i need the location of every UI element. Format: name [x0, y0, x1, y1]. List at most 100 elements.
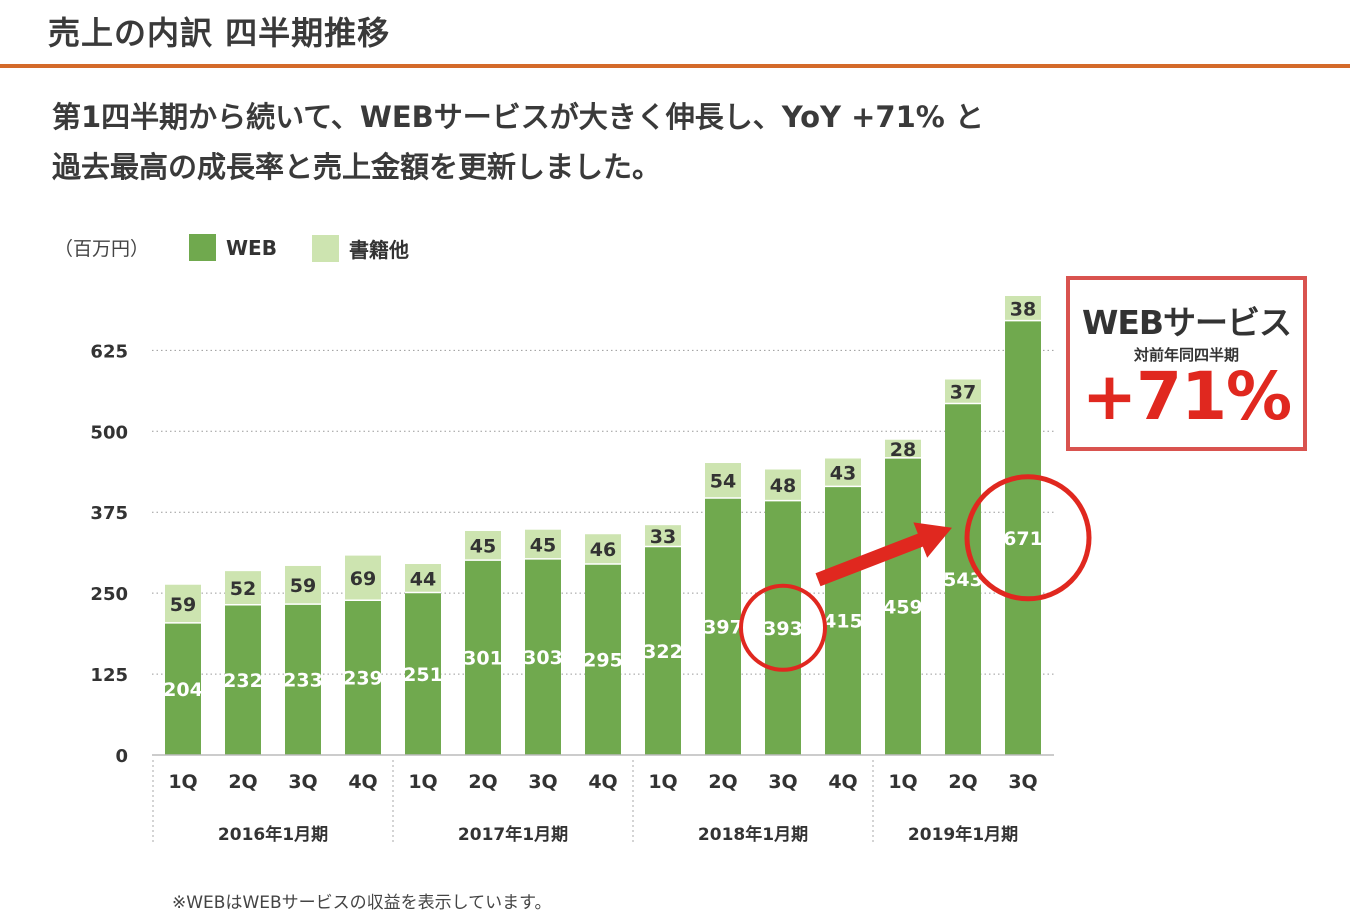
highlight-circle-2018-3q — [739, 583, 827, 672]
highlight-circle-2019-3q — [964, 474, 1092, 602]
data-label-web: 322 — [643, 641, 683, 663]
growth-arrow — [815, 522, 952, 587]
x-tick-label: 3Q — [288, 771, 317, 793]
headline: 第1四半期から続いて、WEBサービスが大きく伸長し、YoY +71% と 過去最… — [52, 92, 984, 192]
bar-books — [465, 531, 501, 561]
legend-label-books: 書籍他 — [349, 238, 409, 262]
y-tick-label: 500 — [90, 422, 128, 443]
bar-web — [585, 564, 621, 755]
x-tick-label: 1Q — [408, 771, 437, 793]
bar-web — [225, 604, 261, 755]
data-label-web: 239 — [343, 668, 383, 690]
bar-books — [1005, 296, 1041, 321]
bar-web — [165, 622, 201, 755]
yoy-callout-box: WEBサービス 対前年同四半期 +71% — [1066, 276, 1307, 451]
data-label-books: 38 — [1010, 298, 1036, 320]
legend-item-books: 書籍他 — [312, 234, 409, 263]
x-tick-label: 2Q — [228, 771, 257, 793]
x-tick-label: 4Q — [588, 771, 617, 793]
data-label-books: 48 — [770, 475, 796, 497]
data-label-books: 52 — [230, 578, 256, 600]
data-label-books: 28 — [890, 439, 916, 461]
y-tick-label: 125 — [90, 665, 128, 686]
x-tick-label: 4Q — [348, 771, 377, 793]
data-label-books: 46 — [590, 539, 616, 561]
bar-books — [885, 439, 921, 458]
y-tick-label: 250 — [90, 584, 128, 605]
x-tick-label: 2Q — [468, 771, 497, 793]
legend-swatch-web — [189, 234, 216, 261]
data-label-web: 204 — [163, 679, 203, 701]
bar-books — [645, 525, 681, 547]
bar-books — [345, 555, 381, 601]
headline-line-2: 過去最高の成長率と売上金額を更新しました。 — [52, 150, 662, 184]
y-tick-label: 375 — [90, 503, 128, 524]
data-label-books: 45 — [470, 536, 496, 558]
bar-books — [225, 571, 261, 605]
data-label-web: 303 — [523, 647, 563, 669]
x-tick-label: 4Q — [828, 771, 857, 793]
bar-books — [405, 564, 441, 593]
data-label-web: 543 — [943, 569, 983, 591]
headline-line-1: 第1四半期から続いて、WEBサービスが大きく伸長し、YoY +71% と — [52, 100, 984, 134]
bar-web — [945, 403, 981, 755]
page-title: 売上の内訳 四半期推移 — [48, 14, 391, 52]
legend-swatch-books — [312, 235, 339, 262]
callout-title: WEBサービス — [1081, 303, 1292, 342]
data-label-books: 69 — [350, 568, 376, 590]
x-tick-label: 3Q — [768, 771, 797, 793]
x-tick-label: 3Q — [1008, 771, 1037, 793]
callout-value: +71% — [1081, 358, 1292, 435]
bar-web — [1005, 320, 1041, 755]
bar-books — [765, 469, 801, 501]
footnote: ※WEBはWEBサービスの収益を表示しています。 — [172, 893, 552, 913]
bar-books — [165, 584, 201, 623]
data-label-books: 44 — [410, 568, 436, 590]
data-label-web: 393 — [763, 618, 803, 640]
bar-books — [285, 565, 321, 605]
data-label-web: 397 — [703, 616, 743, 638]
data-label-web: 233 — [283, 670, 323, 692]
legend-item-web: WEB — [189, 234, 277, 261]
bar-books — [585, 534, 621, 565]
group-label: 2016年1月期 — [218, 824, 328, 845]
data-label-web: 415 — [823, 611, 863, 633]
data-label-web: 251 — [403, 664, 443, 686]
x-tick-label: 3Q — [528, 771, 557, 793]
bar-web — [765, 500, 801, 755]
group-label: 2017年1月期 — [458, 824, 568, 845]
data-label-web: 232 — [223, 670, 263, 692]
bar-web — [825, 486, 861, 755]
x-tick-label: 1Q — [888, 771, 917, 793]
title-divider — [0, 64, 1350, 68]
bar-web — [465, 560, 501, 755]
y-tick-label: 625 — [90, 341, 128, 362]
bar-books — [525, 529, 561, 559]
bar-web — [705, 497, 741, 755]
data-label-web: 459 — [883, 596, 923, 618]
bar-books — [945, 379, 981, 404]
legend-label-web: WEB — [226, 235, 277, 260]
data-label-books: 33 — [650, 526, 676, 548]
x-tick-label: 2Q — [708, 771, 737, 793]
bar-web — [885, 457, 921, 755]
group-label: 2018年1月期 — [698, 824, 808, 845]
data-label-books: 37 — [950, 381, 976, 403]
x-tick-label: 1Q — [168, 771, 197, 793]
callout-subtitle: 対前年同四半期 — [1133, 346, 1239, 364]
bar-web — [645, 546, 681, 755]
data-label-books: 54 — [710, 471, 736, 493]
bar-web — [285, 604, 321, 755]
unit-label: （百万円） — [54, 238, 150, 260]
bar-web — [525, 558, 561, 755]
group-label: 2019年1月期 — [908, 824, 1018, 845]
data-label-web: 295 — [583, 650, 623, 672]
data-label-books: 59 — [170, 594, 196, 616]
bar-books — [705, 463, 741, 498]
bar-web — [405, 592, 441, 755]
data-label-books: 59 — [290, 575, 316, 597]
data-label-books: 43 — [830, 462, 856, 484]
x-tick-label: 1Q — [648, 771, 677, 793]
bar-books — [825, 458, 861, 487]
data-label-web: 301 — [463, 648, 503, 670]
